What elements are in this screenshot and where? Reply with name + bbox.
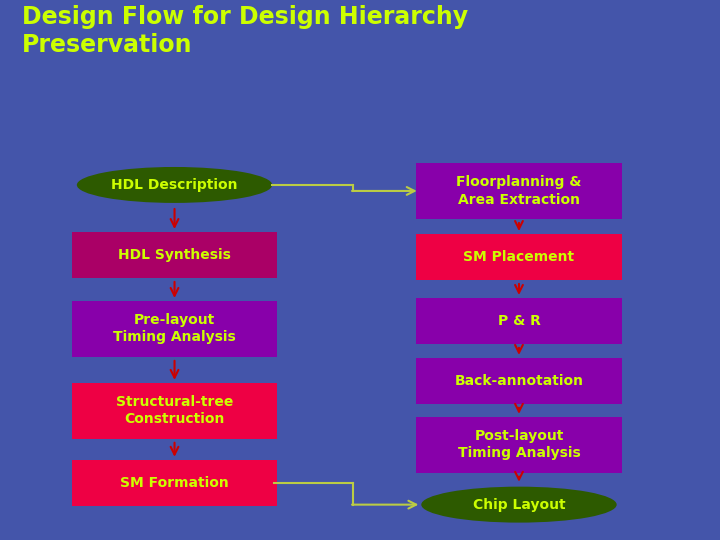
Text: HDL Description: HDL Description (112, 178, 238, 192)
Text: Pre-layout
Timing Analysis: Pre-layout Timing Analysis (113, 313, 236, 345)
Ellipse shape (421, 487, 617, 523)
Text: SM Placement: SM Placement (464, 250, 575, 264)
FancyBboxPatch shape (72, 383, 277, 438)
FancyBboxPatch shape (72, 301, 277, 357)
Text: Back-annotation: Back-annotation (454, 374, 583, 388)
Text: P & R: P & R (498, 314, 541, 328)
Text: HDL Synthesis: HDL Synthesis (118, 248, 231, 262)
FancyBboxPatch shape (72, 232, 277, 278)
Text: Structural-tree
Construction: Structural-tree Construction (116, 395, 233, 427)
FancyBboxPatch shape (416, 298, 621, 344)
Text: Post-layout
Timing Analysis: Post-layout Timing Analysis (458, 429, 580, 460)
FancyBboxPatch shape (416, 163, 621, 219)
FancyBboxPatch shape (72, 460, 277, 505)
FancyBboxPatch shape (416, 234, 621, 280)
Ellipse shape (77, 167, 272, 203)
FancyBboxPatch shape (416, 358, 621, 404)
FancyBboxPatch shape (416, 417, 621, 472)
Text: Chip Layout: Chip Layout (472, 498, 565, 511)
Text: SM Formation: SM Formation (120, 476, 229, 490)
Text: Floorplanning &
Area Extraction: Floorplanning & Area Extraction (456, 176, 582, 207)
Text: Design Flow for Design Hierarchy
Preservation: Design Flow for Design Hierarchy Preserv… (22, 5, 468, 57)
